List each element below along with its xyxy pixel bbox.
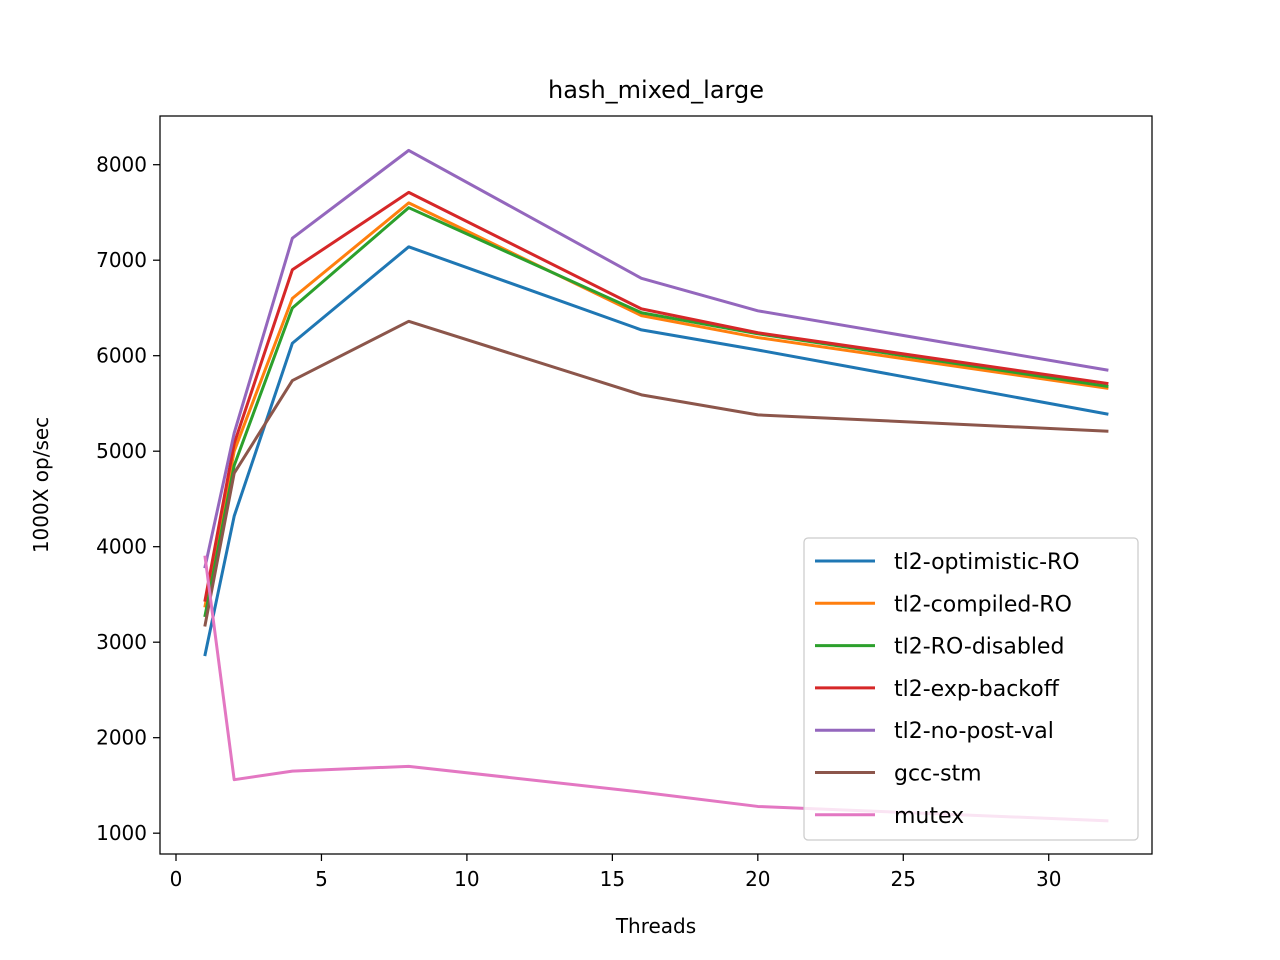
legend-entry: tl2-RO-disabled [894,635,1064,660]
legend-entry: tl2-compiled-RO [894,592,1072,617]
plot-frame [159,115,1153,855]
series-layer [203,148,1109,823]
x-tick-label: 15 [600,867,625,891]
x-tick-label: 30 [1036,867,1061,891]
y-axis-label: 1000X op/sec [29,417,53,553]
y-tick-label: 2000 [96,726,147,750]
y-tick-label: 1000 [96,821,147,845]
legend-entry: tl2-exp-backoff [894,677,1060,702]
x-tick-label: 5 [315,867,328,891]
series-line-mutex [203,555,1109,823]
x-tick-label: 20 [745,867,770,891]
series-line-tl2-optimistic-RO [203,245,1109,657]
y-tick-label: 4000 [96,535,147,559]
x-axis-ticks: 0 5 10 15 20 25 30 [170,854,1061,891]
series-line-gcc-stm [203,319,1109,627]
y-tick-label: 5000 [96,439,147,463]
x-axis-label: Threads [615,914,696,938]
legend: tl2-optimistic-RO tl2-compiled-RO tl2-RO-d… [803,537,1139,841]
y-tick-label: 8000 [96,153,147,177]
y-tick-label: 6000 [96,344,147,368]
x-tick-label: 25 [891,867,916,891]
series-line-tl2-exp-backoff [203,190,1109,602]
y-tick-label: 3000 [96,630,147,654]
y-axis-ticks: 1000 2000 3000 4000 5000 6000 7000 8000 [96,153,160,845]
legend-entry: tl2-optimistic-RO [894,550,1080,575]
legend-entry: mutex [894,804,964,829]
legend-entry: gcc-stm [894,762,982,787]
x-tick-label: 0 [170,867,183,891]
legend-entry: tl2-no-post-val [894,719,1054,744]
x-tick-label: 10 [454,867,479,891]
legend-box [803,537,1139,841]
series-line-tl2-no-post-val [203,148,1109,569]
y-tick-label: 7000 [96,248,147,272]
chart-title: hash_mixed_large [548,76,764,104]
